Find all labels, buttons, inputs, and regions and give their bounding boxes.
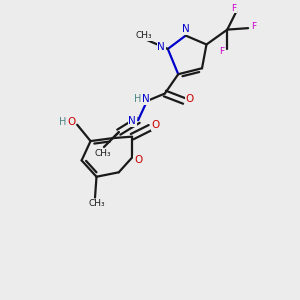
Text: N: N [182, 24, 190, 34]
Text: O: O [151, 120, 160, 130]
Text: CH₃: CH₃ [88, 199, 105, 208]
Text: F: F [251, 22, 256, 31]
Text: CH₃: CH₃ [136, 31, 152, 40]
Text: F: F [219, 47, 224, 56]
Text: N: N [142, 94, 150, 104]
Text: N: N [158, 43, 165, 52]
Text: O: O [67, 117, 75, 128]
Text: F: F [231, 4, 236, 13]
Text: O: O [134, 155, 142, 165]
Text: O: O [185, 94, 194, 104]
Text: N: N [128, 116, 136, 126]
Text: CH₃: CH₃ [94, 149, 111, 158]
Text: H: H [134, 94, 142, 104]
Text: H: H [59, 117, 67, 128]
